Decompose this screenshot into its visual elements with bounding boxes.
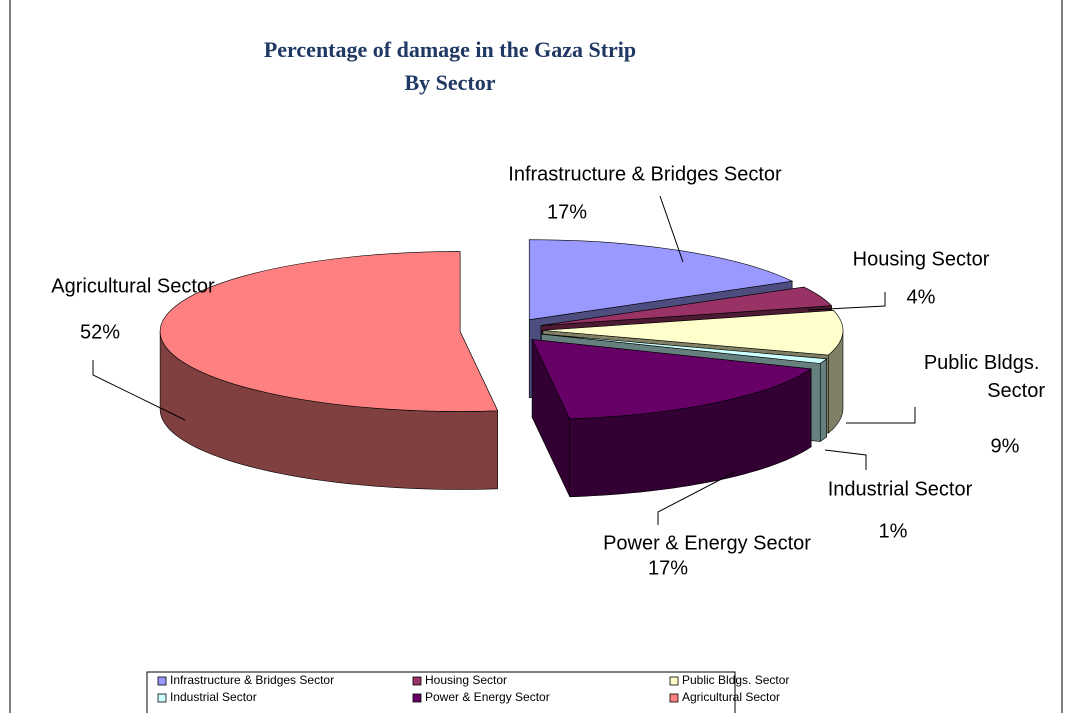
legend-swatch bbox=[157, 693, 167, 703]
legend-label: Industrial Sector bbox=[170, 690, 257, 704]
legend-box bbox=[146, 671, 736, 713]
data-label-value: 17% bbox=[547, 201, 587, 223]
data-label-value: 17% bbox=[648, 557, 688, 579]
data-label-value: 1% bbox=[879, 520, 908, 542]
slice-top bbox=[528, 239, 794, 321]
label-line: Public Bldgs. bbox=[924, 352, 1045, 374]
legend-swatch bbox=[669, 676, 679, 686]
data-label-value: 52% bbox=[80, 321, 120, 343]
slice-top bbox=[531, 339, 812, 420]
legend-label: Infrastructure & Bridges Sector bbox=[170, 673, 334, 687]
slice bbox=[531, 339, 812, 498]
legend-label: Power & Energy Sector bbox=[425, 690, 550, 704]
data-label-value: 9% bbox=[991, 435, 1020, 457]
leader-line bbox=[657, 471, 736, 525]
leader-line bbox=[846, 407, 916, 424]
leader-line bbox=[92, 360, 186, 421]
legend-swatch bbox=[157, 676, 167, 686]
slice-wall bbox=[819, 358, 827, 443]
legend-swatch bbox=[412, 676, 422, 686]
legend-label: Housing Sector bbox=[425, 673, 507, 687]
slice-top bbox=[542, 310, 844, 356]
label-line: Sector bbox=[987, 380, 1045, 402]
data-label-name: Public Bldgs. Sector bbox=[924, 352, 1046, 402]
legend-label: Public Bldgs. Sector bbox=[682, 673, 789, 687]
chart-subtitle: By Sector bbox=[404, 70, 495, 95]
data-label-name: Power & Energy Sector bbox=[603, 532, 811, 554]
data-label-value: 4% bbox=[907, 286, 936, 308]
legend-swatch bbox=[412, 693, 422, 703]
data-label-name: Agricultural Sector bbox=[51, 275, 215, 297]
data-label-name: Infrastructure & Bridges Sector bbox=[508, 163, 782, 185]
slice-top bbox=[159, 251, 499, 412]
leader-line bbox=[659, 195, 684, 263]
chart-title: Percentage of damage in the Gaza Strip bbox=[264, 37, 636, 62]
slice bbox=[159, 251, 499, 490]
slice-top bbox=[540, 286, 833, 326]
legend-label: Agricultural Sector bbox=[682, 690, 780, 704]
data-label-name: Housing Sector bbox=[853, 248, 990, 270]
leader-line bbox=[807, 292, 886, 311]
legend-swatch bbox=[669, 693, 679, 703]
leader-line bbox=[824, 449, 867, 470]
data-label-name: Industrial Sector bbox=[828, 478, 973, 500]
slice-top bbox=[541, 333, 828, 364]
